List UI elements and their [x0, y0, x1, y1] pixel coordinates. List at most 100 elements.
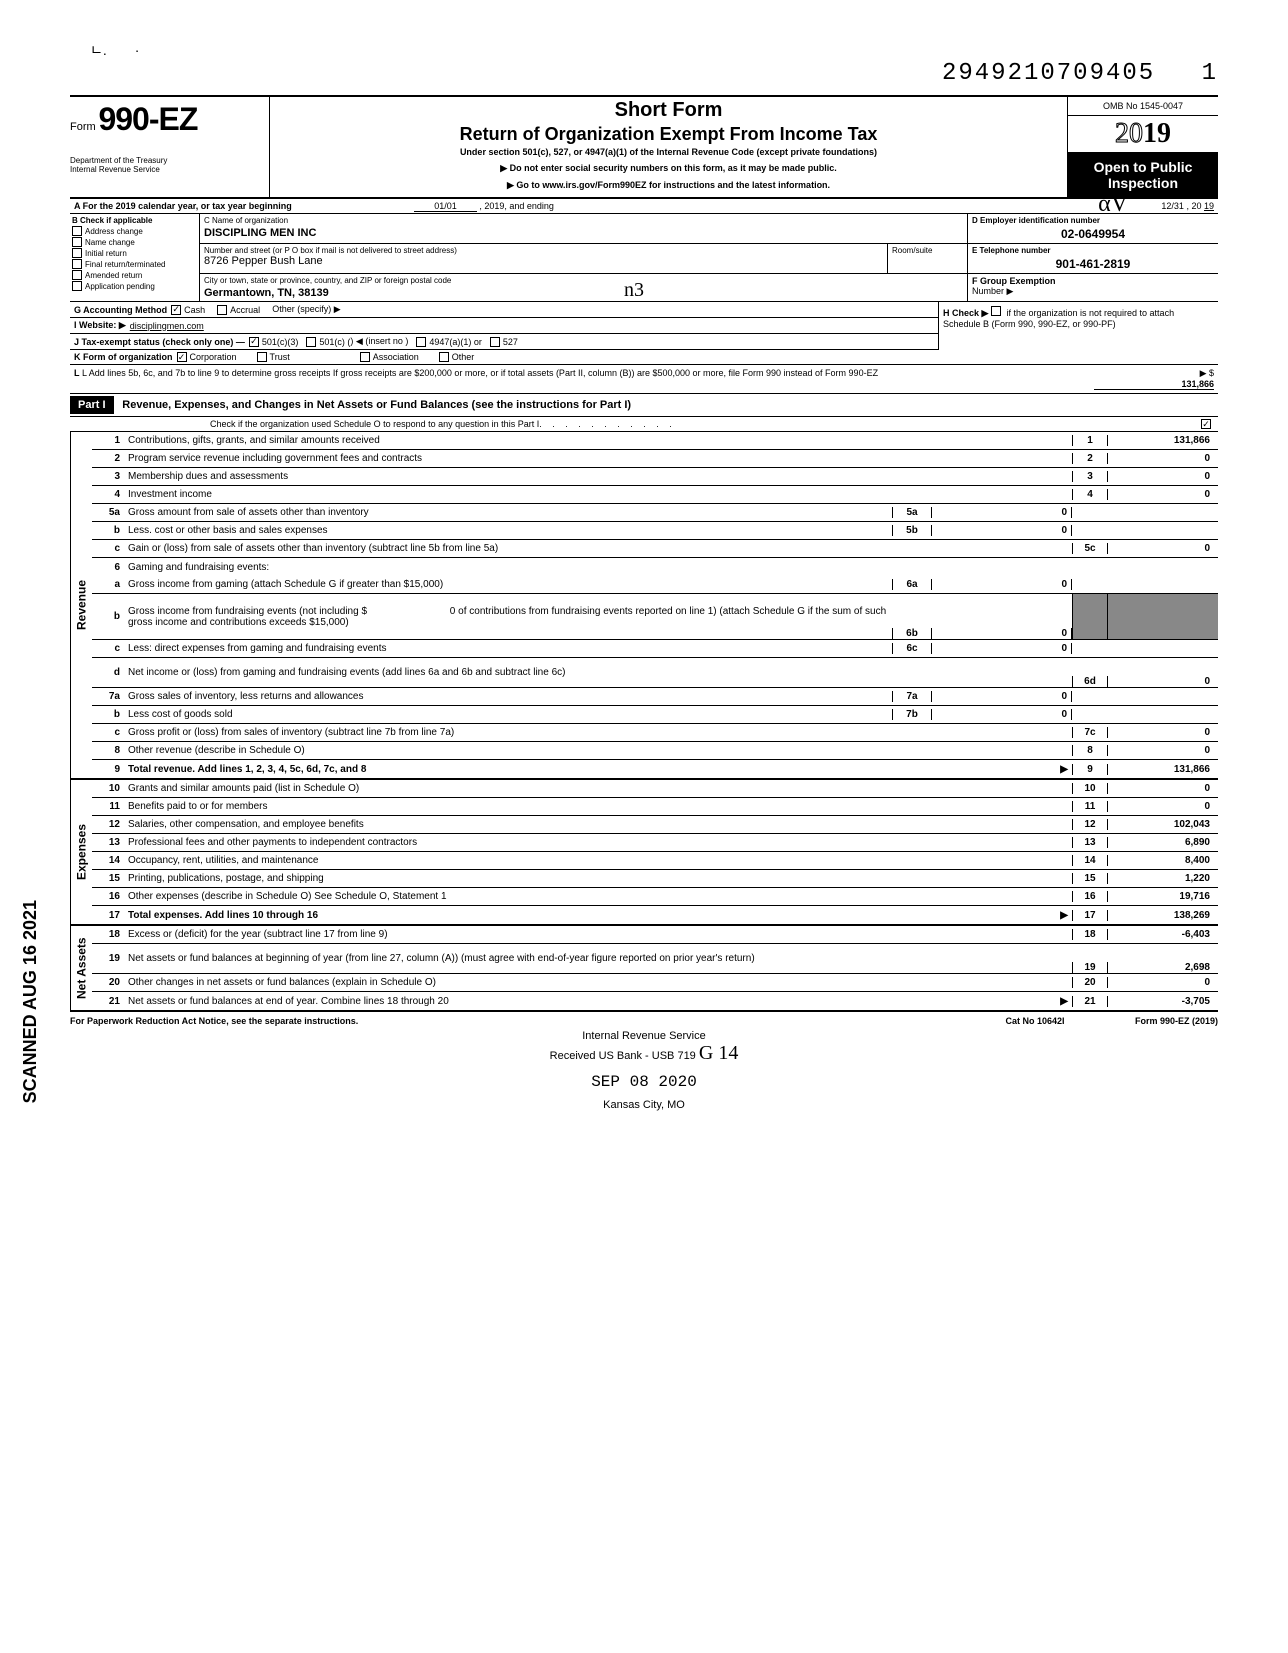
line-13-val[interactable]: 6,890 [1108, 837, 1218, 848]
stamp-date: SEP 08 2020 [70, 1073, 1218, 1091]
label-address-change: Address change [85, 227, 143, 236]
addr-value[interactable]: 8726 Pepper Bush Lane [204, 255, 883, 267]
city-value[interactable]: Germantown, TN, 38139 [204, 287, 963, 299]
line-6d-desc: Net income or (loss) from gaming and fun… [128, 667, 1072, 678]
line-8-val[interactable]: 0 [1108, 745, 1218, 756]
year-box: OMB No 1545-0047 2019 Open to Public Ins… [1068, 97, 1218, 197]
line-1-val[interactable]: 131,866 [1108, 435, 1218, 446]
checkbox-schedule-o[interactable]: ✓ [1201, 419, 1211, 429]
org-name-value[interactable]: DISCIPLING MEN INC [204, 227, 963, 239]
line-19-val[interactable]: 2,698 [1108, 962, 1218, 973]
year-begin[interactable]: 01/01 [414, 201, 477, 212]
group-exempt-label: F Group Exemption [972, 276, 1056, 286]
line-12-val[interactable]: 102,043 [1108, 819, 1218, 830]
website-label: I Website: ▶ [74, 320, 126, 331]
527-label: 527 [503, 337, 518, 347]
schedule-o-check-row: Check if the organization used Schedule … [70, 417, 1218, 432]
checkbox-cash[interactable]: ✓ [171, 305, 181, 315]
line-16-val[interactable]: 19,716 [1108, 891, 1218, 902]
line-7a-num: 7a [92, 691, 128, 702]
line-6c-desc: Less: direct expenses from gaming and fu… [128, 643, 892, 654]
main-title: Return of Organization Exempt From Incom… [280, 124, 1057, 145]
line-5a-subval[interactable]: 0 [932, 507, 1072, 518]
checkbox-amended[interactable] [72, 270, 82, 280]
line-7c-val[interactable]: 0 [1108, 727, 1218, 738]
checkbox-initial-return[interactable] [72, 248, 82, 258]
checkbox-accrual[interactable] [217, 305, 227, 315]
line-11-box: 11 [1072, 801, 1108, 812]
checkbox-app-pending[interactable] [72, 281, 82, 291]
line-6c-num: c [92, 643, 128, 654]
line-7b-subval[interactable]: 0 [932, 709, 1072, 720]
scanned-stamp: SCANNED AUG 16 2021 [20, 900, 41, 1103]
checkbox-corp[interactable]: ✓ [177, 352, 187, 362]
section-j-row: J Tax-exempt status (check only one) — ✓… [70, 334, 938, 350]
phone-value[interactable]: 901-461-2819 [972, 257, 1214, 271]
checkbox-assoc[interactable] [360, 352, 370, 362]
year-end-month[interactable]: 12/31 [1161, 201, 1184, 211]
label-app-pending: Application pending [85, 282, 155, 291]
line-6d-num: d [92, 667, 128, 678]
line-10-box: 10 [1072, 783, 1108, 794]
line-3-val[interactable]: 0 [1108, 471, 1218, 482]
line-15-val[interactable]: 1,220 [1108, 873, 1218, 884]
line-6a-subval[interactable]: 0 [932, 579, 1072, 590]
revenue-section-label: Revenue [70, 432, 92, 778]
line-6d-val[interactable]: 0 [1108, 676, 1218, 687]
checkbox-name-change[interactable] [72, 237, 82, 247]
line-7a-subval[interactable]: 0 [932, 691, 1072, 702]
line-5c-val[interactable]: 0 [1108, 543, 1218, 554]
checkbox-527[interactable] [490, 337, 500, 347]
line-4-box: 4 [1072, 489, 1108, 500]
checkbox-final-return[interactable] [72, 259, 82, 269]
checkbox-501c3[interactable]: ✓ [249, 337, 259, 347]
website-value[interactable]: disciplingmen.com [130, 321, 204, 331]
line-6b-sub: 6b [892, 628, 932, 639]
line-5b-subval[interactable]: 0 [932, 525, 1072, 536]
year-end-yy[interactable]: 19 [1204, 201, 1214, 211]
line-14-val[interactable]: 8,400 [1108, 855, 1218, 866]
checkbox-4947[interactable] [416, 337, 426, 347]
checkbox-501c[interactable] [306, 337, 316, 347]
line-20-val[interactable]: 0 [1108, 977, 1218, 988]
stamp-city: Kansas City, MO [70, 1099, 1218, 1111]
line-19-desc: Net assets or fund balances at beginning… [128, 953, 1072, 964]
gross-receipts-value[interactable]: 131,866 [1094, 379, 1214, 390]
line-7b-num: b [92, 709, 128, 720]
org-name-label: C Name of organization [204, 216, 963, 225]
checkbox-trust[interactable] [257, 352, 267, 362]
line-2-val[interactable]: 0 [1108, 453, 1218, 464]
line-9-num: 9 [92, 764, 128, 775]
line-20-desc: Other changes in net assets or fund bala… [128, 977, 1072, 988]
checkbox-schedule-b[interactable] [991, 306, 1001, 316]
city-label: City or town, state or province, country… [204, 276, 963, 285]
line-15-box: 15 [1072, 873, 1108, 884]
line-6a-desc: Gross income from gaming (attach Schedul… [128, 579, 892, 590]
line-6b-desc: Gross income from fundraising events (no… [128, 606, 367, 617]
line-3-desc: Membership dues and assessments [128, 471, 1072, 482]
line-18-val[interactable]: -6,403 [1108, 929, 1218, 940]
line-4-desc: Investment income [128, 489, 1072, 500]
line-5c-box: 5c [1072, 543, 1108, 554]
checkbox-address-change[interactable] [72, 226, 82, 236]
line-1-num: 1 [92, 435, 128, 446]
doc-num-suffix: 1 [1202, 60, 1218, 87]
form-identifier-box: Form 990-EZ Department of the Treasury I… [70, 97, 270, 197]
line-10-val[interactable]: 0 [1108, 783, 1218, 794]
line-4-val[interactable]: 0 [1108, 489, 1218, 500]
line-6b-subval[interactable]: 0 [932, 628, 1072, 639]
line-1-box: 1 [1072, 435, 1108, 446]
line-7b-sub: 7b [892, 709, 932, 720]
line-17-val[interactable]: 138,269 [1108, 910, 1218, 921]
line-21-val[interactable]: -3,705 [1108, 996, 1218, 1007]
line-9-val[interactable]: 131,866 [1108, 764, 1218, 775]
part1-title: Revenue, Expenses, and Changes in Net As… [122, 399, 631, 411]
line-11-val[interactable]: 0 [1108, 801, 1218, 812]
line-6c-subval[interactable]: 0 [932, 643, 1072, 654]
line-12-desc: Salaries, other compensation, and employ… [128, 819, 1072, 830]
ein-value[interactable]: 02-0649954 [972, 227, 1214, 241]
checkbox-other-org[interactable] [439, 352, 449, 362]
501c-label: 501(c) ( [319, 337, 350, 347]
part1-label: Part I [70, 396, 114, 414]
schedule-o-text: Check if the organization used Schedule … [210, 419, 539, 429]
